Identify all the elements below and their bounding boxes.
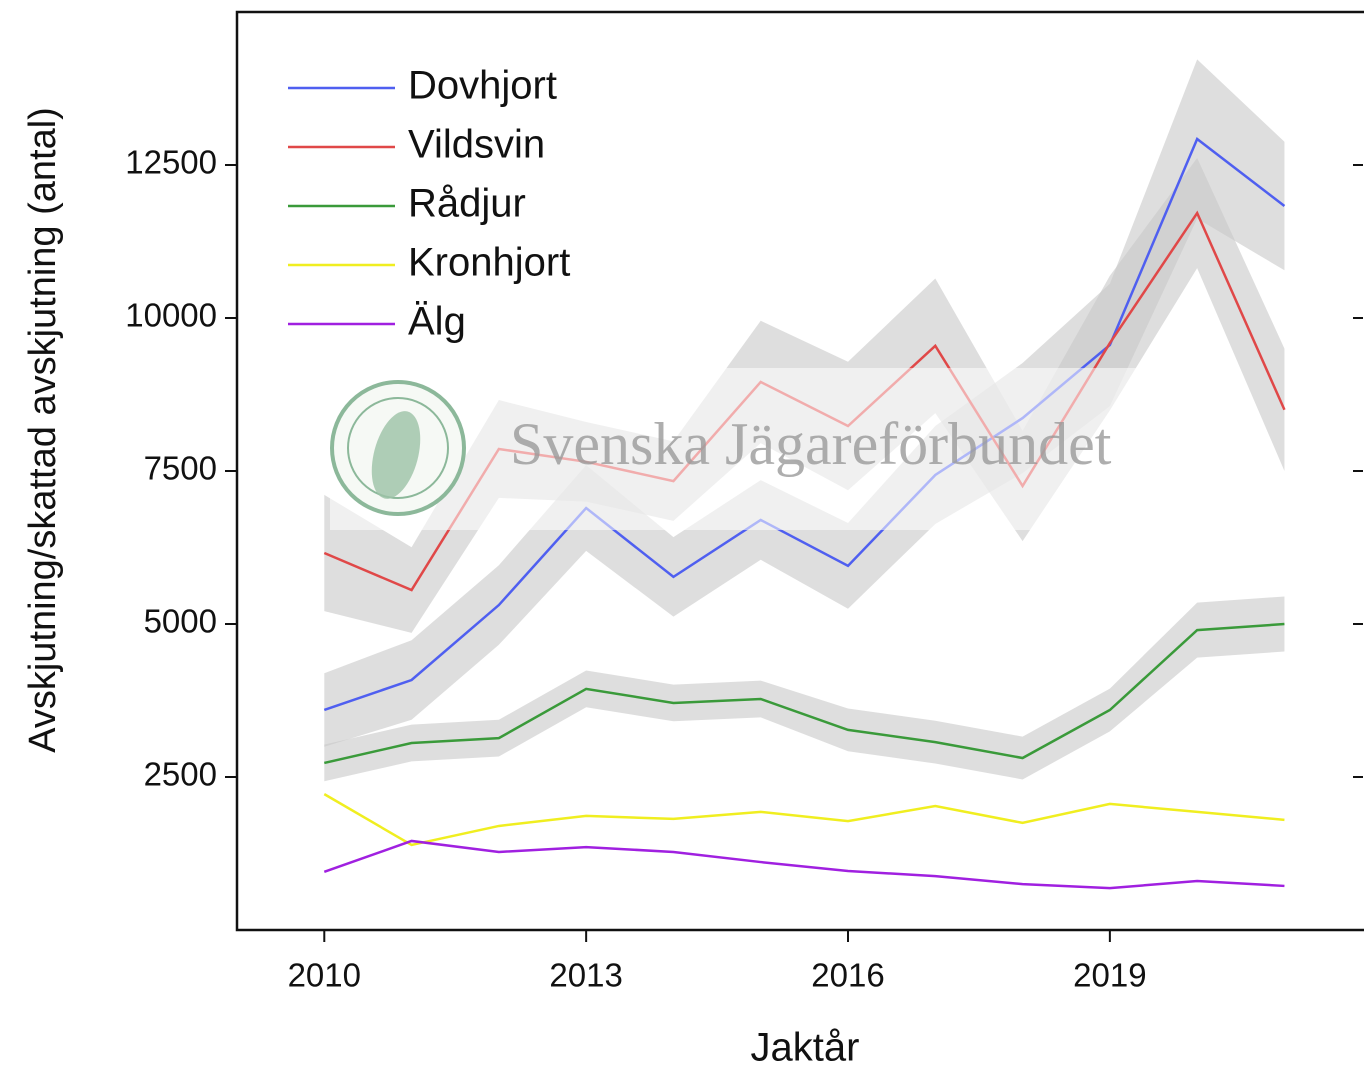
data-line — [323, 793, 1285, 847]
y-tick-label: 5000 — [144, 603, 217, 640]
watermark-text: Svenska Jägareförbundet — [510, 411, 1112, 477]
data-line — [323, 839, 1285, 890]
y-tick-label: 2500 — [144, 756, 217, 793]
legend-label: Rådjur — [408, 182, 526, 226]
data-line — [324, 622, 1285, 765]
watermark-box — [330, 368, 1195, 530]
logo-ring-inner — [347, 397, 449, 499]
data-line — [323, 137, 1286, 712]
x-axis-label: Jaktår — [751, 1026, 860, 1069]
y-tick-label: 12500 — [125, 144, 217, 181]
x-tick-label: 2016 — [811, 957, 884, 994]
legend-label: Älg — [408, 300, 466, 344]
x-tick-label: 2013 — [549, 957, 622, 994]
y-tick-label: 10000 — [125, 297, 217, 334]
logo-eagle — [371, 411, 421, 499]
y-tick-label: 7500 — [144, 450, 217, 487]
confidence-band — [324, 596, 1285, 782]
x-tick-label: 2010 — [288, 957, 361, 994]
legend-label: Vildsvin — [408, 123, 545, 167]
x-tick-label: 2019 — [1073, 957, 1146, 994]
legend-label: Kronhjort — [408, 241, 570, 285]
legend-label: Dovhjort — [408, 64, 557, 108]
y-axis-label: Avskjutning/skattad avskjutning (antal) — [22, 107, 64, 753]
